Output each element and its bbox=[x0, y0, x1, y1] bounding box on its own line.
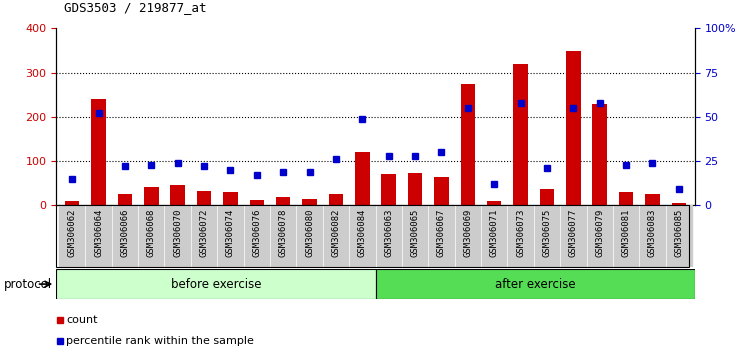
Bar bbox=[434, 177, 448, 205]
Text: GSM306080: GSM306080 bbox=[305, 209, 314, 257]
Text: GSM306077: GSM306077 bbox=[569, 209, 578, 257]
Bar bbox=[481, 205, 508, 267]
Bar bbox=[164, 205, 191, 267]
Text: GSM306085: GSM306085 bbox=[674, 209, 683, 257]
Bar bbox=[223, 192, 237, 205]
Bar bbox=[249, 200, 264, 205]
Bar bbox=[191, 205, 217, 267]
Text: GSM306064: GSM306064 bbox=[94, 209, 103, 257]
Bar bbox=[56, 269, 376, 299]
Bar bbox=[349, 205, 376, 267]
Bar bbox=[243, 205, 270, 267]
Bar bbox=[534, 205, 560, 267]
Bar bbox=[408, 173, 422, 205]
Text: GSM306083: GSM306083 bbox=[648, 209, 657, 257]
Bar bbox=[619, 192, 633, 205]
Bar bbox=[92, 99, 106, 205]
Text: GSM306072: GSM306072 bbox=[200, 209, 209, 257]
Bar bbox=[118, 194, 132, 205]
Text: after exercise: after exercise bbox=[495, 278, 575, 291]
Text: GSM306075: GSM306075 bbox=[542, 209, 551, 257]
Text: GSM306070: GSM306070 bbox=[173, 209, 182, 257]
Text: GSM306081: GSM306081 bbox=[622, 209, 631, 257]
Text: GSM306074: GSM306074 bbox=[226, 209, 235, 257]
Text: percentile rank within the sample: percentile rank within the sample bbox=[66, 336, 254, 346]
Bar bbox=[59, 205, 86, 267]
Bar bbox=[487, 201, 502, 205]
Text: protocol: protocol bbox=[4, 278, 52, 291]
Bar bbox=[514, 64, 528, 205]
Bar bbox=[566, 51, 581, 205]
Bar bbox=[460, 84, 475, 205]
Bar bbox=[270, 205, 297, 267]
Bar bbox=[217, 205, 243, 267]
Text: GSM306079: GSM306079 bbox=[596, 209, 605, 257]
Text: GSM306065: GSM306065 bbox=[411, 209, 420, 257]
Bar bbox=[323, 205, 349, 267]
Text: GSM306062: GSM306062 bbox=[68, 209, 77, 257]
Bar bbox=[297, 205, 323, 267]
Bar bbox=[376, 269, 695, 299]
Text: GSM306084: GSM306084 bbox=[357, 209, 366, 257]
Bar bbox=[65, 201, 80, 205]
Text: GSM306063: GSM306063 bbox=[385, 209, 394, 257]
Bar bbox=[197, 191, 211, 205]
Bar bbox=[540, 188, 554, 205]
Bar bbox=[428, 205, 454, 267]
Text: before exercise: before exercise bbox=[170, 278, 261, 291]
Text: GSM306069: GSM306069 bbox=[463, 209, 472, 257]
Text: count: count bbox=[66, 315, 98, 325]
Text: GDS3503 / 219877_at: GDS3503 / 219877_at bbox=[64, 1, 207, 14]
Bar bbox=[639, 205, 665, 267]
Bar bbox=[645, 194, 659, 205]
Bar bbox=[454, 205, 481, 267]
Text: GSM306076: GSM306076 bbox=[252, 209, 261, 257]
Bar bbox=[86, 205, 112, 267]
Bar bbox=[560, 205, 587, 267]
Bar bbox=[138, 205, 164, 267]
Bar bbox=[587, 205, 613, 267]
Bar bbox=[671, 203, 686, 205]
Bar bbox=[382, 175, 396, 205]
Bar bbox=[112, 205, 138, 267]
Bar bbox=[508, 205, 534, 267]
Bar bbox=[144, 187, 158, 205]
Bar bbox=[329, 194, 343, 205]
Text: GSM306066: GSM306066 bbox=[120, 209, 129, 257]
Text: GSM306067: GSM306067 bbox=[437, 209, 446, 257]
Bar bbox=[402, 205, 428, 267]
Bar bbox=[303, 199, 317, 205]
Bar bbox=[593, 104, 607, 205]
Bar bbox=[170, 185, 185, 205]
Bar bbox=[376, 205, 402, 267]
Text: GSM306082: GSM306082 bbox=[331, 209, 340, 257]
Text: GSM306073: GSM306073 bbox=[516, 209, 525, 257]
Text: GSM306071: GSM306071 bbox=[490, 209, 499, 257]
Bar bbox=[613, 205, 639, 267]
Bar bbox=[355, 152, 369, 205]
Text: GSM306078: GSM306078 bbox=[279, 209, 288, 257]
Bar bbox=[665, 205, 692, 267]
Text: GSM306068: GSM306068 bbox=[146, 209, 155, 257]
Bar bbox=[276, 198, 291, 205]
